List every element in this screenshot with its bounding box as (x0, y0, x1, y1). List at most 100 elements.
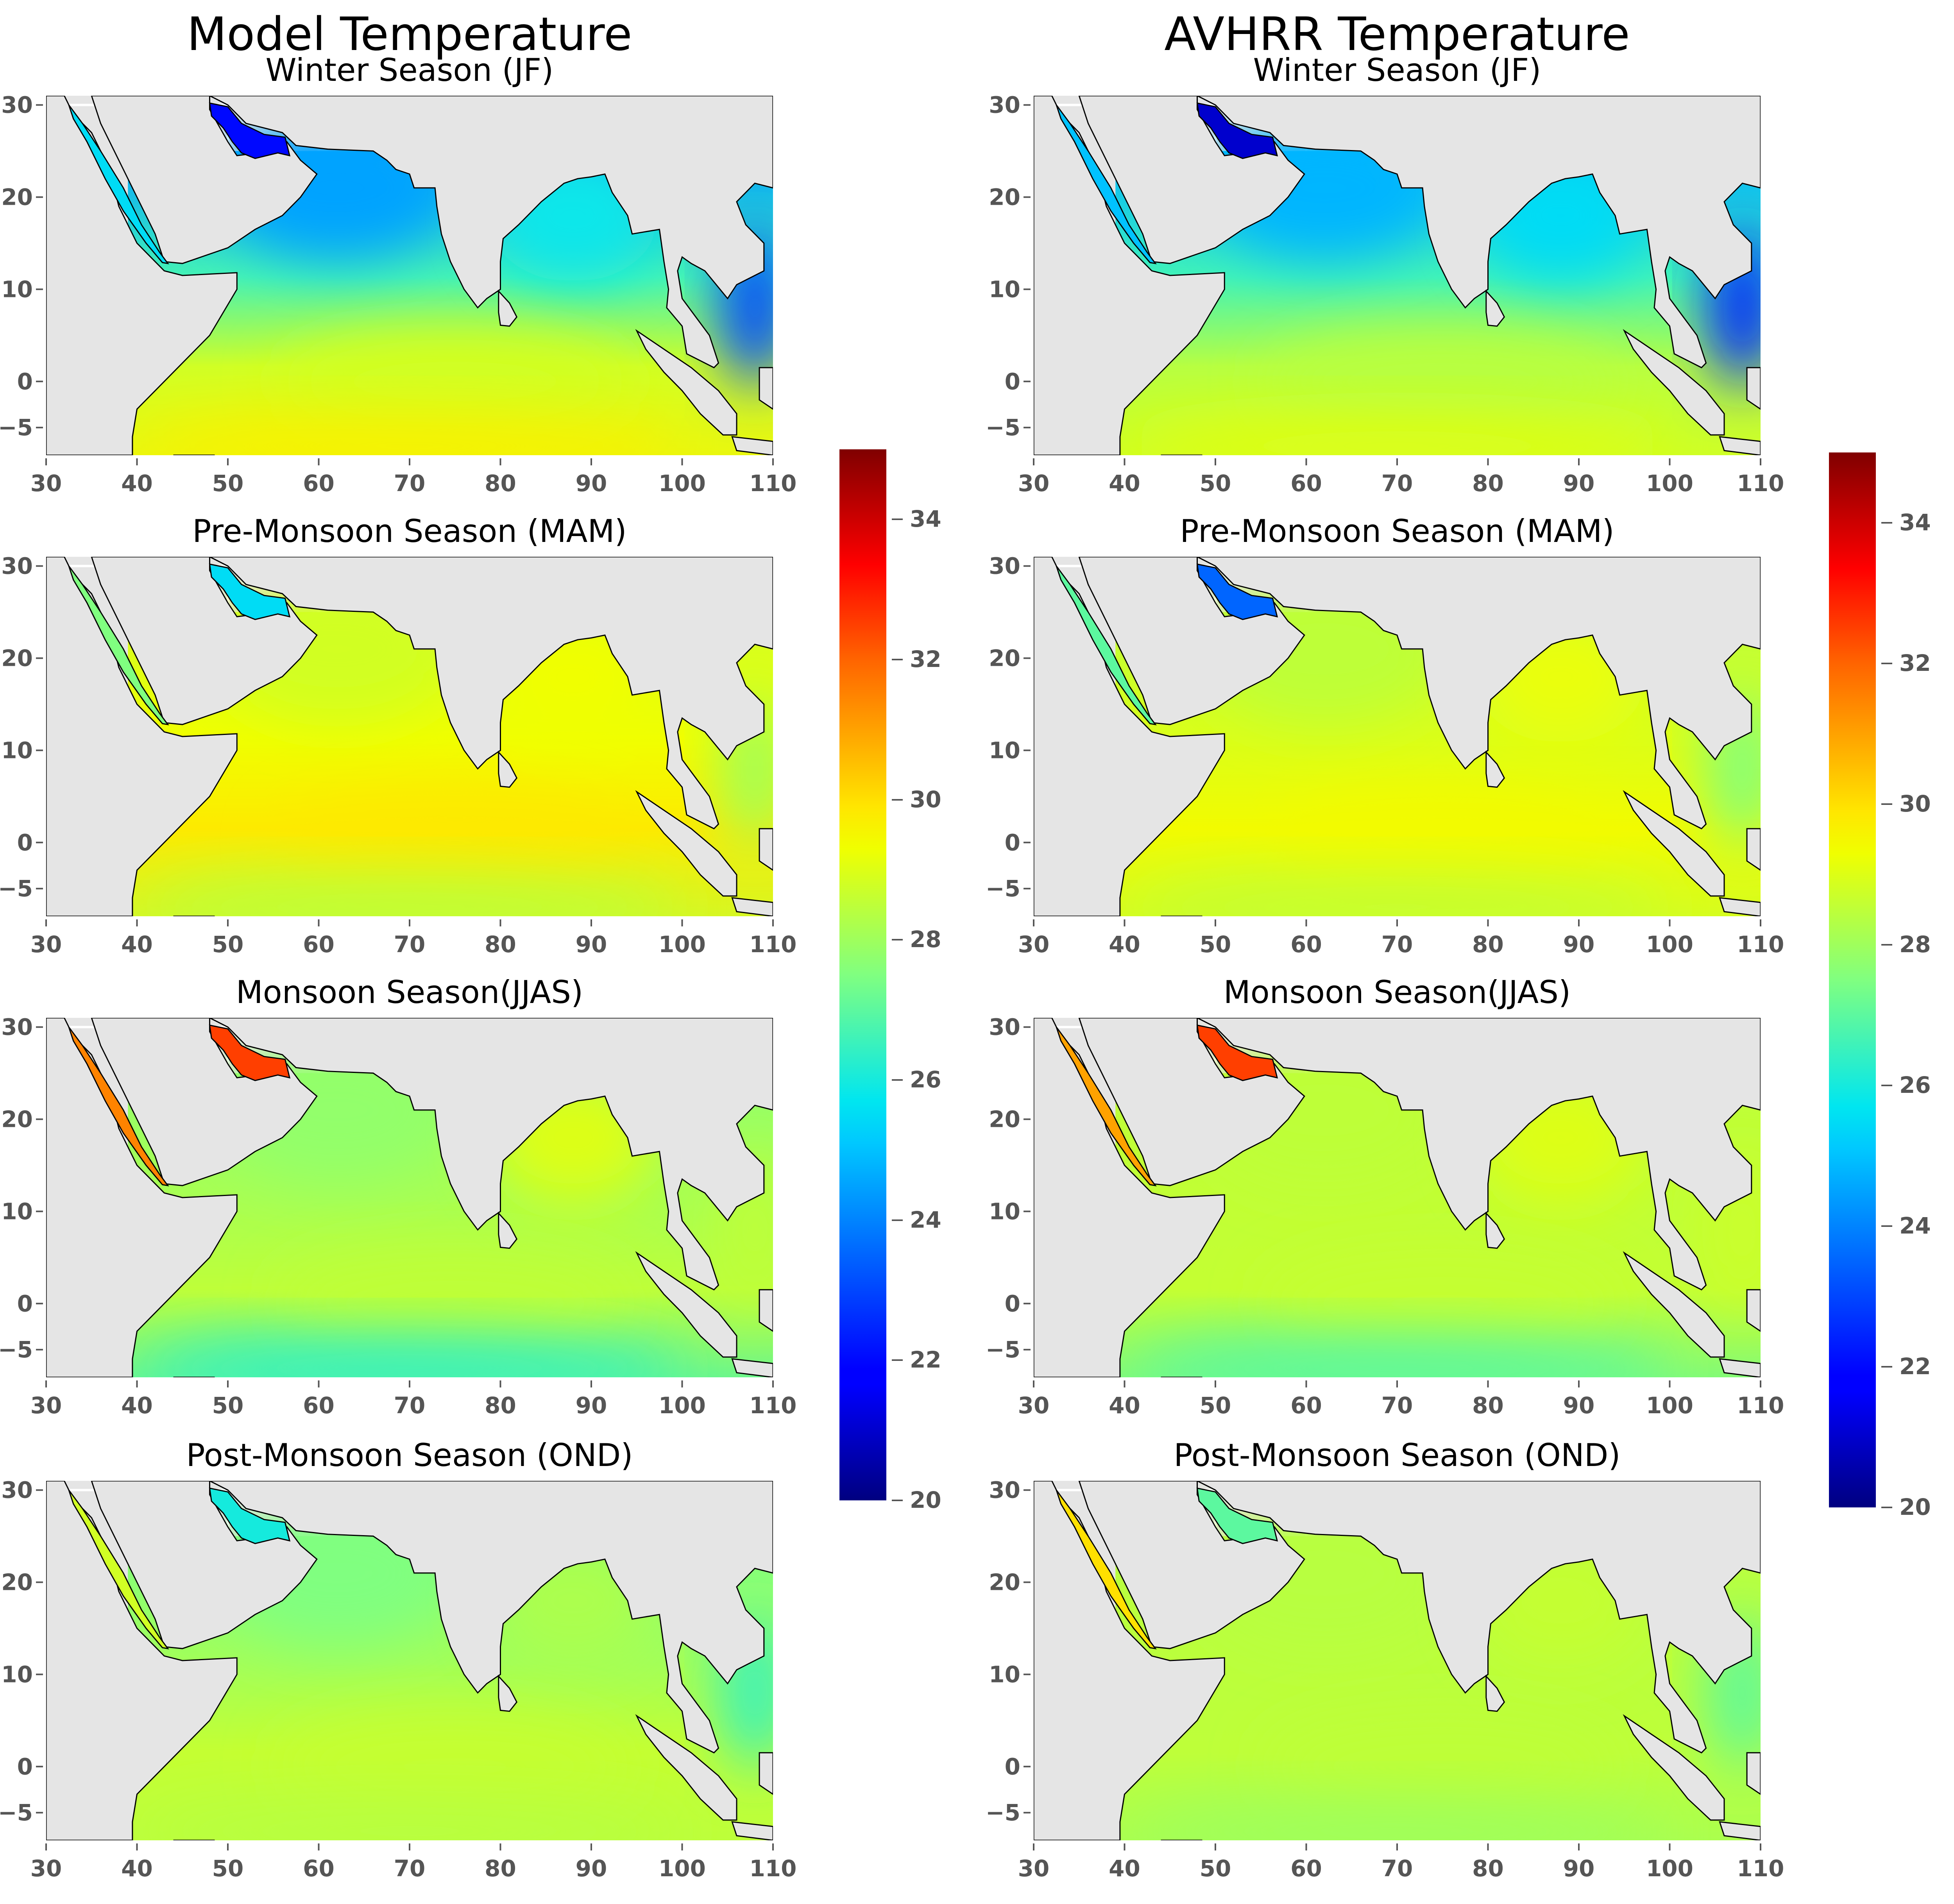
land-srilanka (1485, 1675, 1505, 1712)
y-tick-label: 30 (1, 92, 33, 118)
land-sumatra (1623, 790, 1725, 897)
y-tick-label: −5 (0, 1336, 33, 1363)
land-sumatra (635, 1251, 737, 1358)
y-tick-label: 30 (989, 1477, 1020, 1504)
x-tick-label: 100 (658, 1392, 706, 1419)
x-tick-label: 40 (121, 1855, 153, 1882)
sst-blob-open-ocean-core (1267, 1253, 1619, 1355)
land-africa (1034, 557, 1225, 916)
red-sea (68, 104, 169, 265)
land-srilanka (498, 290, 518, 327)
x-tick-label: 50 (1200, 1392, 1231, 1419)
colorbar-tick-label: 22 (910, 1348, 941, 1371)
land-africa (46, 1018, 238, 1377)
colorbar-tick-mark (1881, 1507, 1892, 1508)
land-borneo (1746, 1289, 1761, 1332)
y-tick-label: 20 (1, 645, 33, 671)
x-tick-label: 80 (1472, 1392, 1504, 1419)
colorbar-tick-label: 32 (1899, 652, 1931, 674)
y-tick-label: −5 (986, 875, 1020, 902)
x-tick-label: 50 (212, 470, 244, 497)
sst-blob-open-ocean-core (279, 792, 631, 894)
land-srilanka (498, 1675, 518, 1712)
x-tick-label: 40 (1109, 931, 1140, 958)
x-tick-label: 50 (1200, 931, 1231, 958)
sst-blob-open-ocean-core (1267, 1716, 1619, 1818)
land-srilanka (498, 751, 518, 788)
red-sea (68, 1026, 169, 1187)
persian-gulf (1196, 1024, 1278, 1081)
x-tick-label: 60 (303, 1855, 335, 1882)
land-borneo (759, 1289, 773, 1332)
colorbar-tick-label: 30 (1899, 792, 1931, 815)
colorbar-tick-label: 32 (910, 648, 941, 670)
colorbar-tick-label: 30 (910, 788, 941, 811)
land-arabia (91, 1481, 318, 1649)
persian-gulf (209, 102, 291, 159)
land-sumatra (1623, 329, 1725, 436)
y-tick-label: −5 (0, 414, 33, 441)
x-tick-label: 30 (1018, 1392, 1050, 1419)
y-tick-label: −5 (0, 875, 33, 902)
colorbar (839, 449, 886, 1500)
x-tick-label: 40 (121, 931, 153, 958)
land-sumatra (635, 790, 737, 897)
land-arabia (1078, 1481, 1305, 1649)
y-tick-label: −5 (986, 1336, 1020, 1363)
sst-blob-open-ocean-core (1267, 331, 1619, 433)
x-tick-label: 90 (576, 931, 607, 958)
x-tick-label: 80 (485, 1392, 516, 1419)
colorbar-tick-label: 34 (1899, 511, 1931, 534)
land-java (731, 1358, 773, 1377)
colorbar-tick-label: 28 (1899, 933, 1931, 956)
colorbar-tick-mark (1881, 1225, 1892, 1227)
x-tick-label: 110 (749, 931, 796, 958)
x-tick-label: 80 (485, 470, 516, 497)
x-tick-label: 30 (30, 1855, 62, 1882)
x-tick-label: 100 (1646, 1392, 1693, 1419)
persian-gulf (1196, 1487, 1278, 1544)
y-tick-label: 10 (1, 1661, 33, 1688)
x-tick-label: 90 (1563, 470, 1595, 497)
colorbar-tick-label: 34 (910, 508, 941, 530)
y-tick-label: 0 (17, 1753, 33, 1780)
sst-blob-south-band (1124, 872, 1671, 916)
x-tick-label: 60 (1290, 470, 1322, 497)
x-tick-label: 60 (1290, 931, 1322, 958)
x-tick-label: 100 (658, 1855, 706, 1882)
y-tick-label: 0 (1005, 1753, 1020, 1780)
land-sumatra (1623, 1714, 1725, 1821)
colorbar-tick-mark (1881, 1366, 1892, 1368)
sst-blob-south-band (1124, 1796, 1671, 1840)
land-java (731, 1821, 773, 1840)
red-sea (1056, 1489, 1157, 1650)
land-iran (1197, 1481, 1761, 1754)
y-tick-label: 20 (989, 1106, 1020, 1132)
x-tick-label: 40 (1109, 470, 1140, 497)
x-tick-label: 80 (1472, 931, 1504, 958)
y-tick-label: 10 (1, 276, 33, 302)
x-tick-label: 50 (212, 1392, 244, 1419)
land-africa (1034, 1018, 1225, 1377)
x-tick-label: 90 (576, 1855, 607, 1882)
panel-subtitle: Winter Season (JF) (1253, 52, 1541, 88)
column-title: Model Temperature (187, 7, 632, 61)
x-tick-label: 110 (1737, 1392, 1784, 1419)
land-sumatra (635, 1714, 737, 1821)
y-tick-label: 0 (17, 1290, 33, 1317)
x-tick-label: 40 (1109, 1392, 1140, 1419)
x-tick-label: 80 (485, 931, 516, 958)
land-arabia (91, 96, 318, 264)
x-tick-label: 70 (1381, 931, 1413, 958)
land-java (731, 897, 773, 916)
colorbar-tick-mark (892, 1500, 903, 1501)
sst-blob-south-band (136, 1796, 683, 1840)
land-arabia (1078, 96, 1305, 264)
x-tick-label: 100 (1646, 931, 1693, 958)
y-tick-label: 10 (989, 737, 1020, 763)
x-tick-label: 110 (749, 1392, 796, 1419)
x-tick-label: 100 (658, 931, 706, 958)
